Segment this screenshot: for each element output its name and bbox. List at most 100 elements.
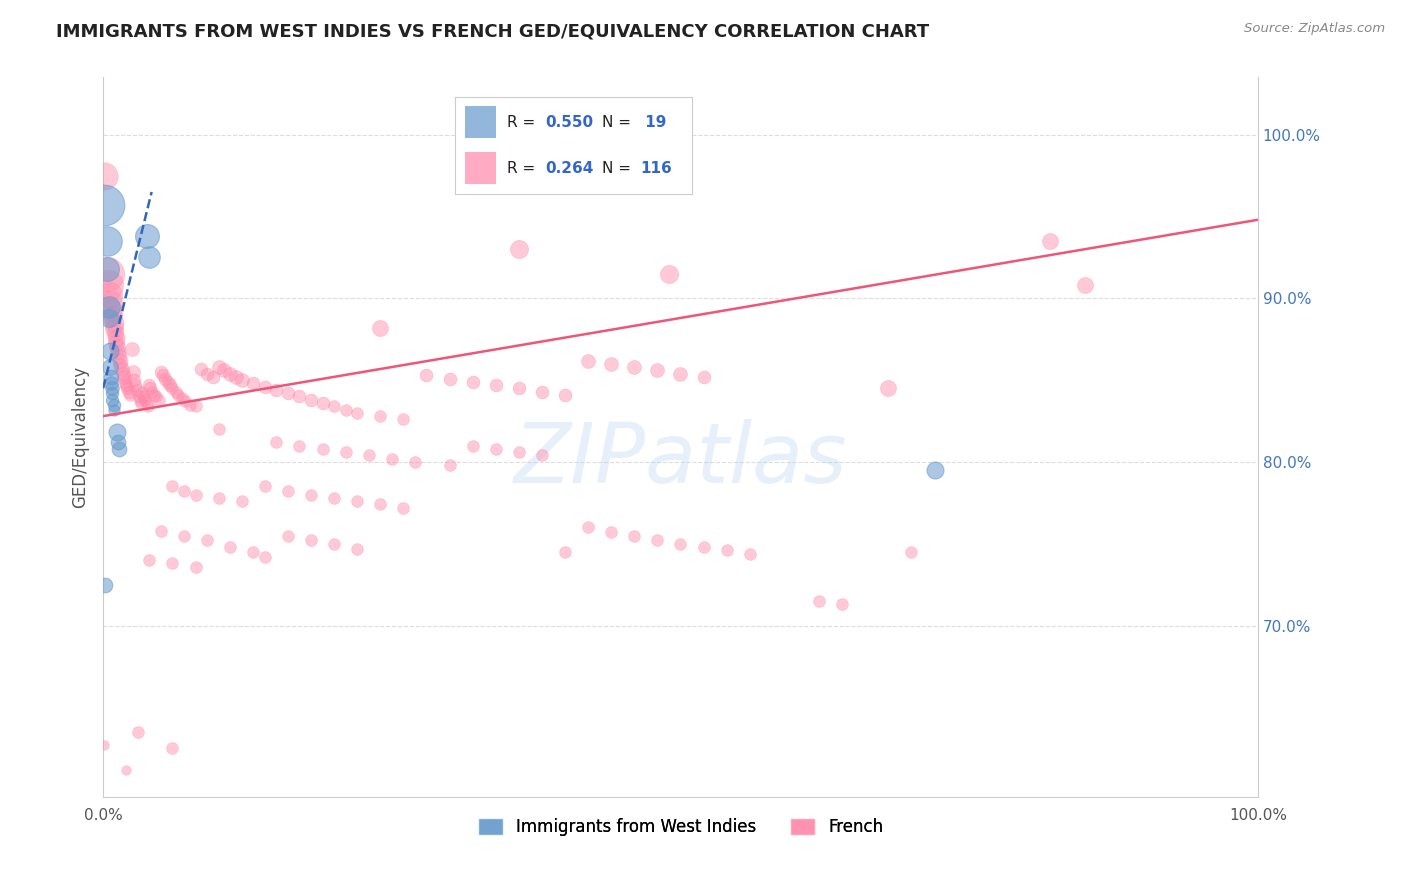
Point bbox=[392, 500, 415, 515]
Point bbox=[105, 425, 128, 440]
Point bbox=[692, 540, 714, 554]
Point bbox=[103, 398, 125, 412]
Point bbox=[195, 533, 218, 548]
Point bbox=[346, 541, 368, 556]
Point bbox=[877, 381, 900, 395]
Point bbox=[231, 494, 253, 508]
Point bbox=[323, 537, 346, 551]
Point bbox=[104, 326, 127, 340]
Point bbox=[299, 533, 322, 548]
Point bbox=[112, 369, 135, 384]
Point bbox=[170, 391, 193, 405]
Point bbox=[368, 320, 391, 334]
Point bbox=[96, 234, 118, 248]
Point bbox=[381, 451, 404, 466]
Point bbox=[311, 442, 333, 456]
Point bbox=[184, 559, 207, 574]
Point bbox=[669, 537, 692, 551]
Point bbox=[98, 343, 121, 358]
Point bbox=[127, 725, 149, 739]
Point bbox=[554, 545, 576, 559]
Point bbox=[103, 402, 125, 417]
Point bbox=[104, 330, 127, 344]
Point bbox=[138, 378, 160, 392]
Point bbox=[162, 557, 184, 571]
Point bbox=[148, 392, 170, 407]
Point bbox=[323, 491, 346, 505]
Point bbox=[103, 316, 125, 330]
Point bbox=[201, 369, 224, 384]
Text: Source: ZipAtlas.com: Source: ZipAtlas.com bbox=[1244, 22, 1385, 36]
Legend: Immigrants from West Indies, French: Immigrants from West Indies, French bbox=[471, 812, 890, 843]
Point bbox=[277, 386, 299, 401]
Point bbox=[623, 359, 645, 374]
Point bbox=[808, 594, 831, 608]
Point bbox=[219, 540, 242, 554]
Point bbox=[277, 484, 299, 499]
Point bbox=[124, 378, 146, 392]
Point bbox=[115, 378, 138, 392]
Point bbox=[219, 367, 242, 381]
Point bbox=[716, 543, 738, 558]
Point bbox=[117, 384, 139, 399]
Point bbox=[600, 525, 623, 540]
Point bbox=[508, 445, 530, 459]
Point bbox=[98, 359, 121, 374]
Point bbox=[149, 524, 172, 538]
Point bbox=[647, 363, 669, 377]
Point bbox=[107, 435, 129, 450]
Point bbox=[107, 345, 129, 359]
Point bbox=[288, 390, 311, 404]
Point bbox=[138, 553, 160, 567]
Point bbox=[738, 547, 761, 561]
Point bbox=[299, 392, 322, 407]
Point bbox=[97, 300, 120, 314]
Point bbox=[253, 380, 276, 394]
Point bbox=[335, 402, 357, 417]
Point bbox=[299, 488, 322, 502]
Point bbox=[368, 409, 391, 424]
Point bbox=[162, 381, 184, 395]
Point bbox=[346, 406, 368, 420]
Point bbox=[131, 386, 153, 401]
Point bbox=[214, 363, 236, 377]
Point bbox=[101, 381, 124, 395]
Point bbox=[190, 361, 212, 376]
Point bbox=[152, 368, 174, 383]
Point bbox=[110, 353, 132, 368]
Text: IMMIGRANTS FROM WEST INDIES VS FRENCH GED/EQUIVALENCY CORRELATION CHART: IMMIGRANTS FROM WEST INDIES VS FRENCH GE… bbox=[56, 22, 929, 40]
Point bbox=[174, 394, 197, 409]
Point bbox=[101, 392, 124, 407]
Point bbox=[461, 375, 484, 389]
Point bbox=[231, 373, 253, 387]
Point bbox=[142, 388, 165, 402]
Point bbox=[179, 398, 201, 412]
Point bbox=[118, 388, 141, 402]
Point bbox=[110, 359, 132, 373]
Point bbox=[368, 498, 391, 512]
Point bbox=[115, 763, 138, 777]
Point bbox=[139, 381, 162, 395]
Point bbox=[98, 296, 121, 310]
Point bbox=[111, 367, 134, 381]
Point bbox=[1039, 234, 1062, 248]
Point bbox=[103, 320, 125, 334]
Point bbox=[225, 369, 247, 384]
Point bbox=[93, 169, 115, 183]
Point bbox=[121, 342, 143, 356]
Point bbox=[136, 229, 159, 244]
Point bbox=[108, 349, 131, 363]
Point bbox=[253, 479, 276, 493]
Point bbox=[576, 353, 599, 368]
Point bbox=[138, 251, 160, 265]
Point bbox=[110, 361, 132, 376]
Point bbox=[132, 390, 155, 404]
Point bbox=[576, 520, 599, 534]
Point bbox=[155, 371, 177, 385]
Point bbox=[129, 396, 152, 410]
Point bbox=[149, 365, 172, 379]
Point bbox=[93, 198, 115, 212]
Point bbox=[253, 549, 276, 564]
Point bbox=[669, 367, 692, 381]
Point bbox=[173, 528, 195, 542]
